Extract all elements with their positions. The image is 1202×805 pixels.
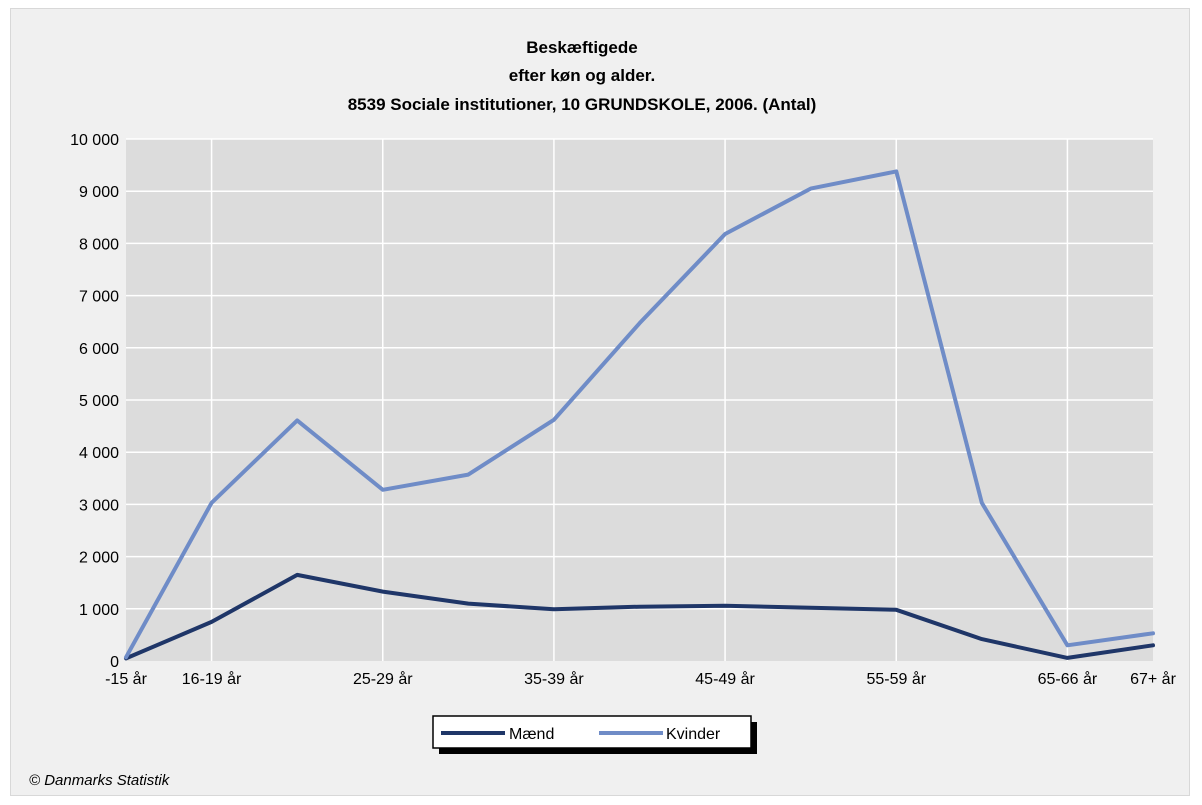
chart-title-line-1: Beskæftigede (526, 38, 637, 57)
y-tick-label: 2 000 (79, 550, 119, 567)
y-tick-label: 8 000 (79, 236, 119, 253)
x-tick-label: 67+ år (1130, 670, 1176, 688)
series-lines (124, 169, 1155, 661)
x-tick-label: 16-19 år (182, 670, 242, 688)
x-tick-label: -15 år (105, 670, 147, 688)
chart-title-line-2: efter køn og alder. (509, 66, 655, 85)
x-tick-label: 65-66 år (1038, 670, 1098, 688)
legend-label-maend: Mænd (509, 726, 554, 743)
y-tick-label: 3 000 (79, 497, 119, 514)
legend-label-kvinder: Kvinder (666, 726, 721, 743)
x-tick-label: 25-29 år (353, 670, 413, 688)
chart-title: Beskæftigede efter køn og alder. 8539 So… (348, 38, 817, 114)
y-gridlines (126, 138, 1153, 610)
y-tick-label: 1 000 (79, 602, 119, 619)
series-line-kvinder (124, 169, 1155, 660)
y-tick-label: 4 000 (79, 445, 119, 462)
chart-frame: Beskæftigede efter køn og alder. 8539 So… (10, 8, 1190, 796)
x-axis: -15 år 16-19 år 25-29 år 35-39 år 45-49 år 55… (105, 670, 1176, 688)
y-axis: 0 1 000 2 000 3 000 4 000 5 000 6 000 7 000 8 00… (70, 132, 119, 671)
y-tick-label: 6 000 (79, 341, 119, 358)
chart-title-line-3: 8539 Sociale institutioner, 10 GRUNDSKOL… (348, 95, 817, 114)
y-tick-label: 0 (110, 654, 119, 671)
y-tick-label: 7 000 (79, 289, 119, 306)
x-gridlines (210, 139, 1069, 661)
credit-text: © Danmarks Statistik (29, 772, 171, 789)
x-tick-label: 45-49 år (695, 670, 755, 688)
legend: Mænd Kvinder (432, 715, 757, 754)
x-tick-label: 55-59 år (866, 670, 926, 688)
y-tick-label: 9 000 (79, 184, 119, 201)
chart-canvas: Beskæftigede efter køn og alder. 8539 So… (29, 38, 1177, 789)
y-tick-label: 5 000 (79, 393, 119, 410)
y-tick-label: 10 000 (70, 132, 119, 149)
x-tick-label: 35-39 år (524, 670, 584, 688)
series-line-maend (124, 572, 1155, 661)
